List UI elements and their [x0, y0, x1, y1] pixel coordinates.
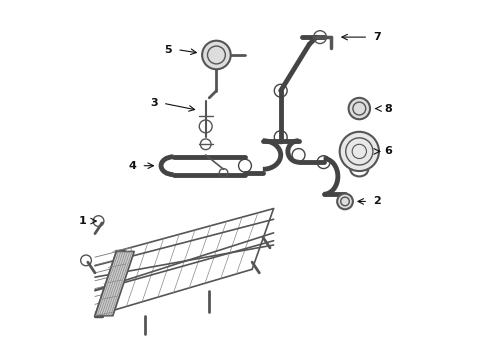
Text: 4: 4 — [128, 161, 136, 171]
Text: 1: 1 — [78, 216, 86, 226]
Text: 6: 6 — [384, 147, 392, 157]
Text: 3: 3 — [150, 98, 158, 108]
Circle shape — [202, 41, 231, 69]
Text: 2: 2 — [373, 197, 381, 206]
Circle shape — [337, 194, 353, 209]
Text: 5: 5 — [164, 45, 172, 55]
Text: 8: 8 — [384, 104, 392, 113]
Circle shape — [340, 132, 379, 171]
Text: 7: 7 — [373, 32, 381, 42]
Polygon shape — [95, 251, 134, 316]
Circle shape — [348, 98, 370, 119]
